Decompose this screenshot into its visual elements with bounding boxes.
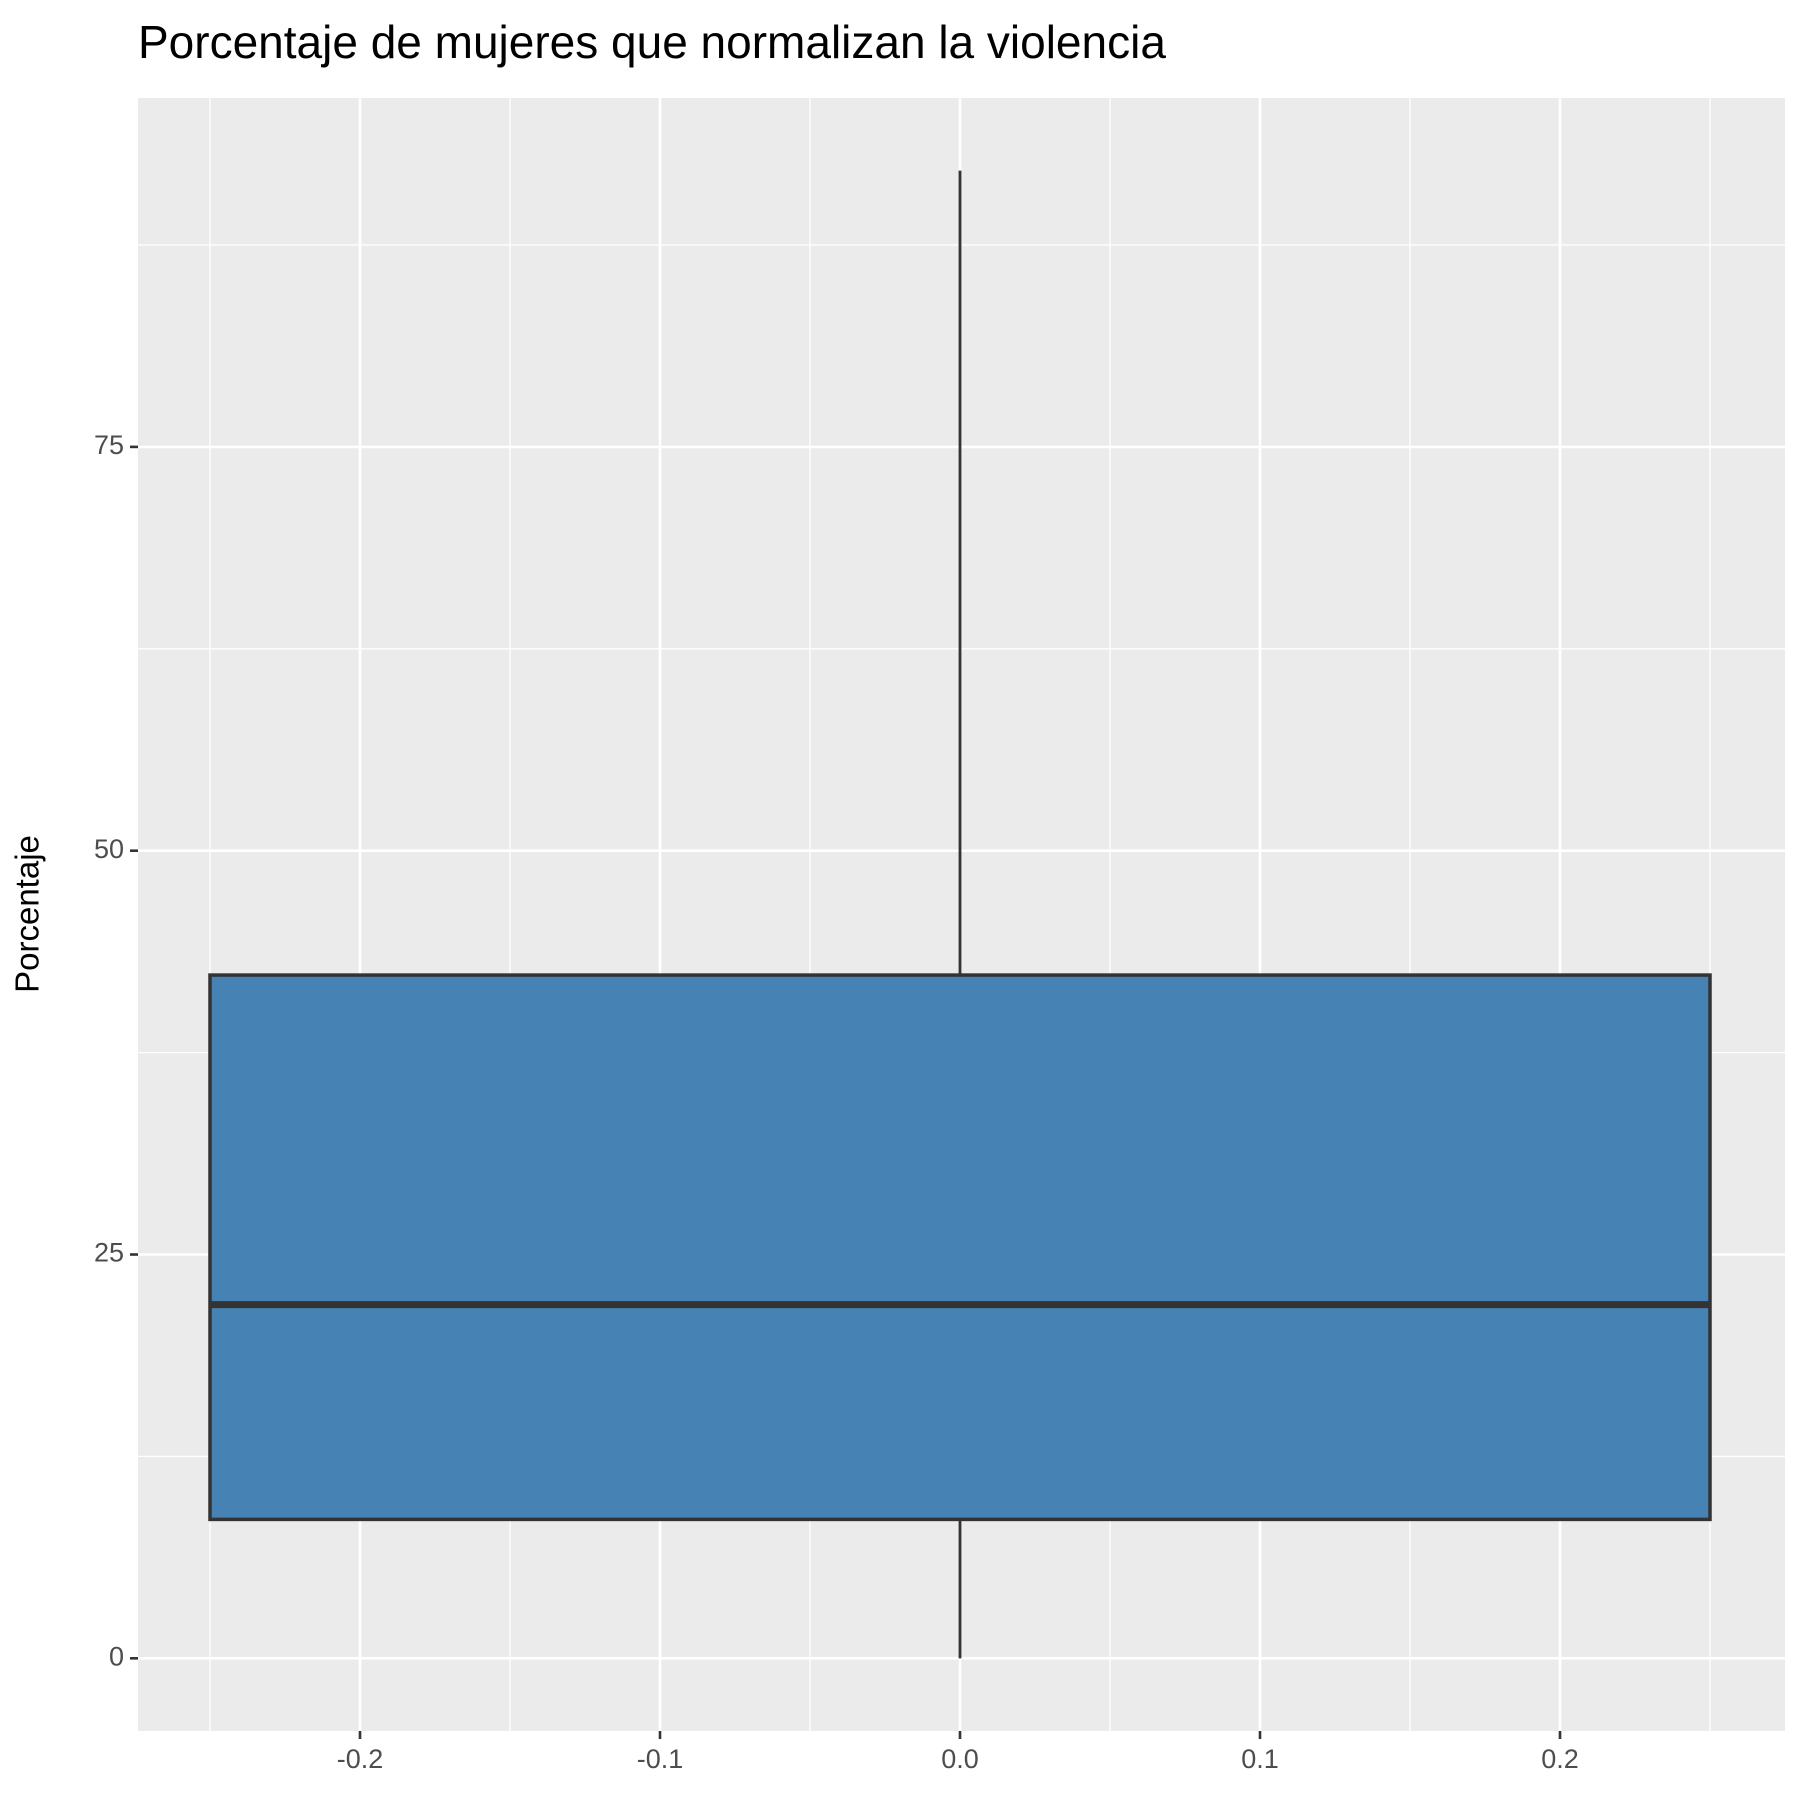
y-tick-label: 75 xyxy=(94,430,124,460)
x-tick-label: -0.2 xyxy=(337,1744,384,1774)
y-tick-label: 25 xyxy=(94,1238,124,1268)
x-tick-label: -0.1 xyxy=(637,1744,684,1774)
x-tick-label: 0.0 xyxy=(941,1744,979,1774)
box xyxy=(208,973,1712,1522)
y-tick-label: 0 xyxy=(109,1641,124,1671)
x-tick-label: 0.1 xyxy=(1241,1744,1279,1774)
y-tick-label: 50 xyxy=(94,834,124,864)
y-axis-label: Porcentaje xyxy=(9,835,46,993)
x-tick-label: 0.2 xyxy=(1541,1744,1579,1774)
chart-title: Porcentaje de mujeres que normalizan la … xyxy=(138,16,1166,68)
